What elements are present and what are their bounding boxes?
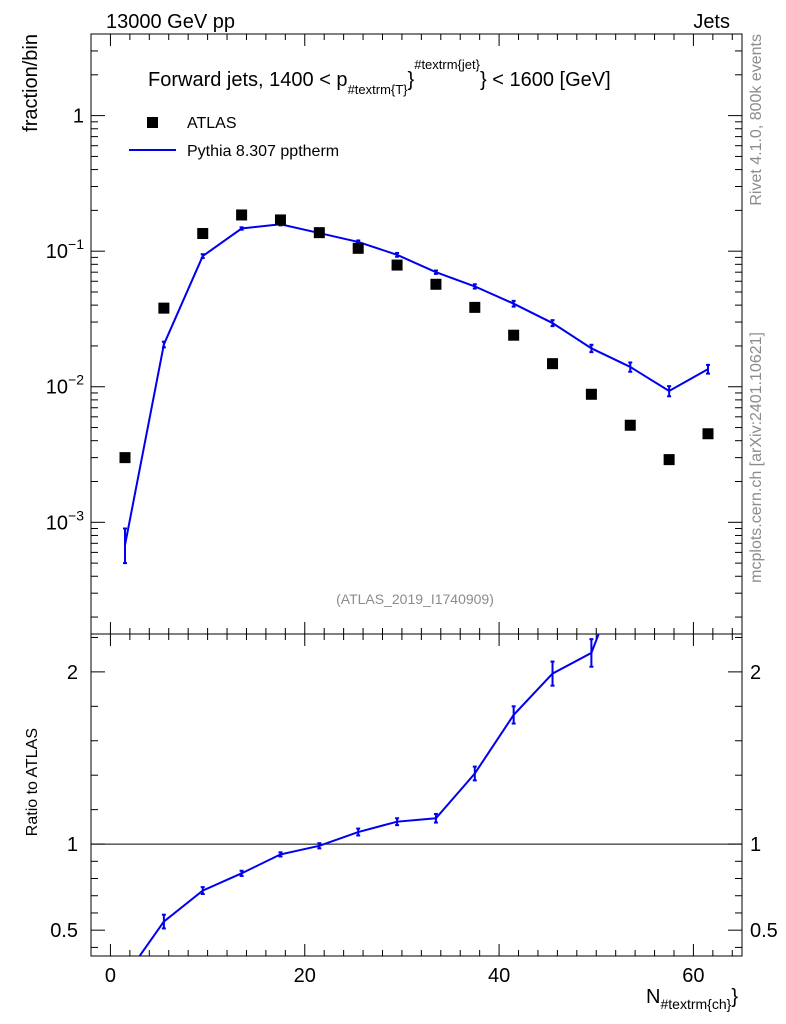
- atlas-data-point: [508, 329, 520, 341]
- atlas-data-point: [352, 242, 364, 254]
- ratio-y-tick-label-right: 1: [750, 834, 761, 856]
- chart-marks: 0 20 40 60 10−3 10−2 10−1 1 0.5 0.5 1 1 2 2: [46, 33, 778, 987]
- y-axis-label: fraction/bin: [20, 34, 42, 132]
- y-tick-label: 1: [73, 106, 84, 128]
- atlas-data-point: [585, 388, 597, 400]
- legend-atlas-marker: [147, 117, 158, 128]
- atlas-data-point: [547, 358, 559, 370]
- legend-atlas-label: ATLAS: [187, 115, 237, 132]
- pythia-line: [124, 223, 709, 546]
- atlas-data-point: [663, 454, 675, 466]
- x-tick-label: 20: [294, 965, 316, 987]
- analysis-tag: (ATLAS_2019_I1740909): [336, 591, 494, 607]
- atlas-data-point: [624, 419, 636, 431]
- atlas-data-point: [197, 228, 209, 240]
- header-right: Jets: [693, 11, 730, 33]
- x-tick-label: 0: [105, 965, 116, 987]
- y-tick-label: 10−1: [46, 236, 84, 263]
- chart-title: Forward jets, 1400 < p#textrm{T}}#textrm…: [148, 57, 611, 97]
- ratio-line: [138, 634, 600, 956]
- ratio-y-tick-label-right: 0.5: [750, 920, 778, 942]
- ratio-y-axis-label: Ratio to ATLAS: [24, 728, 41, 836]
- ratio-y-tick-label: 2: [67, 662, 78, 684]
- x-axis-label: N#textrm{ch}}: [646, 986, 738, 1012]
- x-tick-label: 40: [488, 965, 510, 987]
- atlas-data-point: [119, 452, 131, 464]
- mcplots-info: mcplots.cern.ch [arXiv:2401.10621]: [748, 332, 765, 583]
- atlas-data-point: [391, 259, 403, 271]
- atlas-data-point: [313, 227, 325, 239]
- ratio-y-tick-label-right: 2: [750, 662, 761, 684]
- ratio-y-tick-label: 0.5: [50, 920, 78, 942]
- header-left: 13000 GeV pp: [106, 11, 235, 33]
- ratio-y-tick-label: 1: [67, 834, 78, 856]
- legend: ATLAS Pythia 8.307 pptherm: [129, 115, 339, 160]
- atlas-data-point: [274, 214, 286, 226]
- atlas-data-point: [702, 428, 714, 440]
- y-tick-label: 10−3: [46, 507, 84, 534]
- legend-pythia-label: Pythia 8.307 pptherm: [187, 143, 339, 160]
- atlas-data-point: [430, 278, 442, 290]
- y-tick-label: 10−2: [46, 372, 84, 399]
- rivet-info: Rivet 4.1.0, 800k events: [748, 34, 765, 206]
- ratio-plot-frame: [90, 633, 743, 957]
- atlas-data-point: [158, 302, 170, 314]
- x-tick-label: 60: [682, 965, 704, 987]
- atlas-data-point: [469, 301, 481, 313]
- atlas-data-point: [236, 209, 248, 221]
